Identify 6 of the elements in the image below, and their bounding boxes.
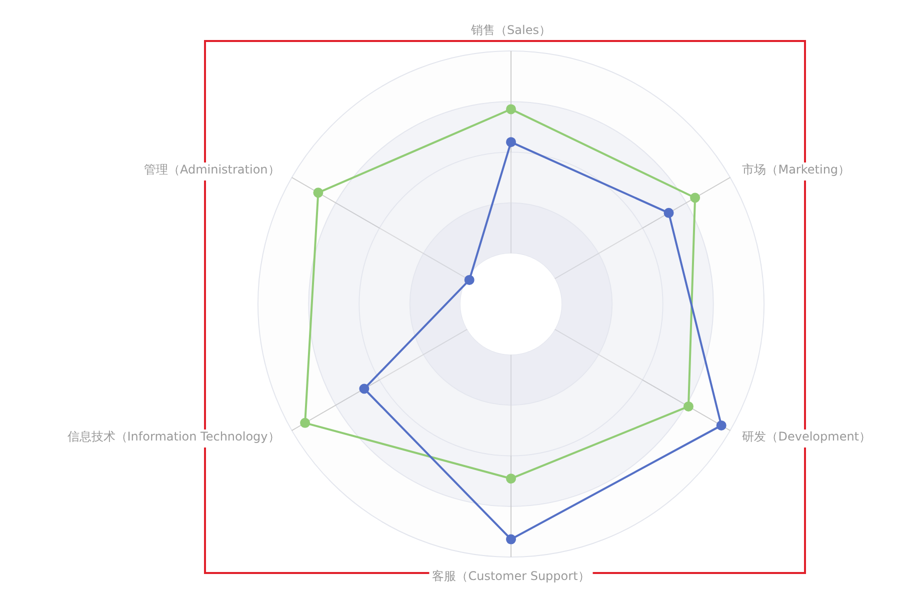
spoke-label: 销售（Sales） xyxy=(470,23,551,38)
spoke-label: 研发（Development） xyxy=(742,430,872,444)
spoke-label: 管理（Administration） xyxy=(144,162,280,177)
spoke-label: 信息技术（Information Technology） xyxy=(67,430,280,444)
spoke-label: 客服（Customer Support） xyxy=(432,569,590,584)
spoke-label: 市场（Marketing） xyxy=(742,162,850,177)
